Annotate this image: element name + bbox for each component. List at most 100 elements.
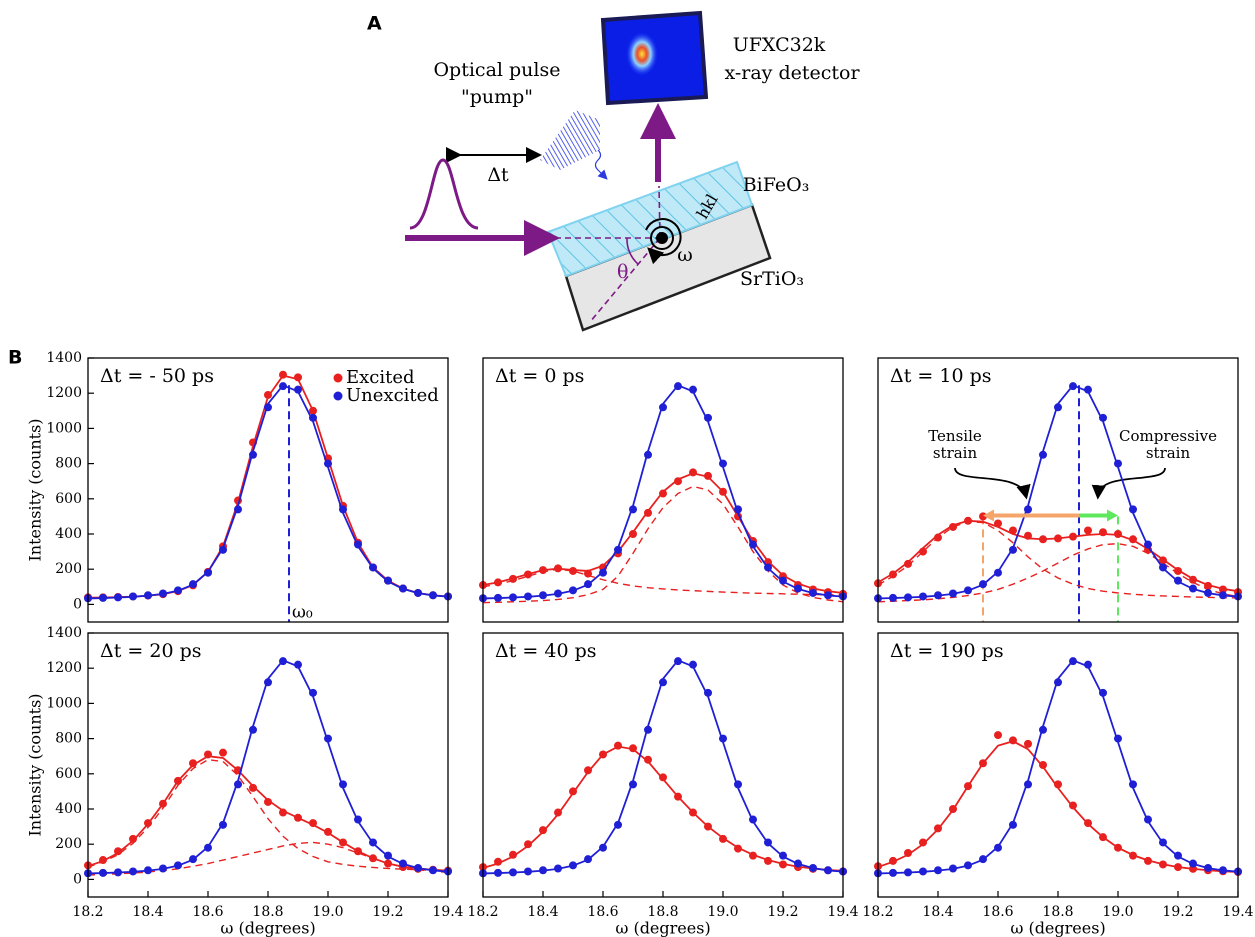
arrow-head: [1107, 509, 1118, 522]
x-tick-label: 18.2: [862, 904, 893, 920]
data-point: [689, 660, 697, 669]
fit-line: [877, 740, 1239, 873]
data-point: [324, 459, 332, 468]
data-point: [569, 586, 577, 595]
data-point: [1054, 534, 1062, 543]
data-point: [949, 805, 957, 813]
data-point: [159, 589, 167, 598]
data-point: [809, 863, 817, 872]
data-point: [689, 385, 697, 394]
data-point: [1069, 532, 1077, 541]
data-point: [674, 382, 682, 391]
x-tick-label: 18.6: [982, 904, 1013, 920]
annotation: Tensile: [928, 427, 982, 445]
data-point: [309, 406, 317, 415]
y-tick-label: 0: [73, 871, 82, 887]
y-tick-label: 1400: [46, 625, 82, 641]
data-point: [674, 657, 682, 666]
data-point: [524, 570, 532, 579]
data-point: [1039, 725, 1047, 734]
fit-line: [87, 659, 449, 875]
data-point: [889, 570, 897, 579]
data-point: [644, 450, 652, 459]
data-point: [949, 522, 957, 531]
data-point: [1084, 819, 1092, 828]
data-point: [264, 403, 272, 412]
data-point: [964, 586, 972, 595]
data-point: [1099, 413, 1107, 422]
diagram: A UFXC32k x-ray detector Optical pulse "…: [367, 10, 860, 332]
data-point: [384, 859, 392, 868]
data-point: [324, 734, 332, 743]
data-point: [339, 505, 347, 514]
data-point: [904, 593, 912, 602]
detector-label: UFXC32k: [733, 34, 826, 56]
data-point: [779, 860, 787, 869]
data-point: [234, 505, 242, 514]
panel-title: Δt = 20 ps: [100, 640, 202, 662]
panel: 18.2 18.4 18.6 18.8 19.0 19.2 19.4 Δt = 40 ps ω …: [467, 632, 859, 937]
data-point: [494, 593, 502, 602]
data-point: [964, 782, 972, 791]
data-point: [949, 864, 957, 873]
y-tick-label: 1000: [46, 695, 82, 711]
data-point: [1159, 556, 1167, 565]
panel-title: Δt = - 50 ps: [100, 365, 214, 387]
data-point: [599, 750, 607, 759]
data-point: [764, 838, 772, 847]
data-point: [1024, 531, 1032, 540]
data-point: [689, 808, 697, 817]
data-point: [294, 813, 302, 822]
data-point: [569, 566, 577, 575]
data-point: [734, 780, 742, 789]
annotation-arrow: [1091, 467, 1166, 500]
data-point: [1144, 815, 1152, 824]
data-point: [129, 867, 137, 876]
data-point: [1189, 859, 1197, 868]
data-point: [644, 508, 652, 517]
data-point: [614, 820, 622, 829]
data-point: [294, 373, 302, 382]
data-point: [219, 748, 227, 757]
theta-arc: [626, 237, 639, 265]
theta-label: θ: [617, 261, 628, 283]
data-point: [99, 868, 107, 877]
data-point: [599, 843, 607, 852]
panel-title: Δt = 190 ps: [890, 640, 1004, 662]
fit-line: [87, 755, 449, 872]
x-tick-label: 18.4: [132, 904, 163, 920]
film: [546, 160, 754, 278]
x-axis-label: ω (degrees): [1010, 919, 1105, 937]
panel-title: Δt = 0 ps: [495, 365, 584, 387]
x-tick-label: 19.4: [1222, 904, 1253, 920]
data-point: [1219, 585, 1227, 594]
y-tick-label: 600: [55, 766, 82, 782]
data-point: [629, 530, 637, 538]
data-point: [354, 540, 362, 549]
fit-line: [877, 384, 1239, 600]
data-point: [1129, 535, 1137, 544]
data-point: [264, 797, 272, 806]
x-tick-label: 18.6: [192, 904, 223, 920]
data-point: [749, 851, 757, 860]
y-tick-label: 1400: [46, 350, 82, 366]
panel-title: Δt = 40 ps: [495, 640, 597, 662]
fit-component: [877, 520, 1239, 599]
data-point: [99, 593, 107, 602]
data-point: [934, 824, 942, 833]
data-point: [764, 563, 772, 572]
data-point: [764, 856, 772, 865]
data-point: [704, 688, 712, 697]
plot-frame: [877, 357, 1239, 623]
data-point: [174, 776, 182, 785]
data-point: [509, 574, 517, 583]
data-point: [919, 867, 927, 876]
data-point: [279, 657, 287, 666]
data-point: [554, 589, 562, 598]
data-point: [659, 403, 667, 412]
x-tick-label: 19.4: [432, 904, 463, 920]
data-point: [994, 568, 1002, 577]
data-point: [494, 857, 502, 866]
fit-line: [877, 659, 1239, 875]
